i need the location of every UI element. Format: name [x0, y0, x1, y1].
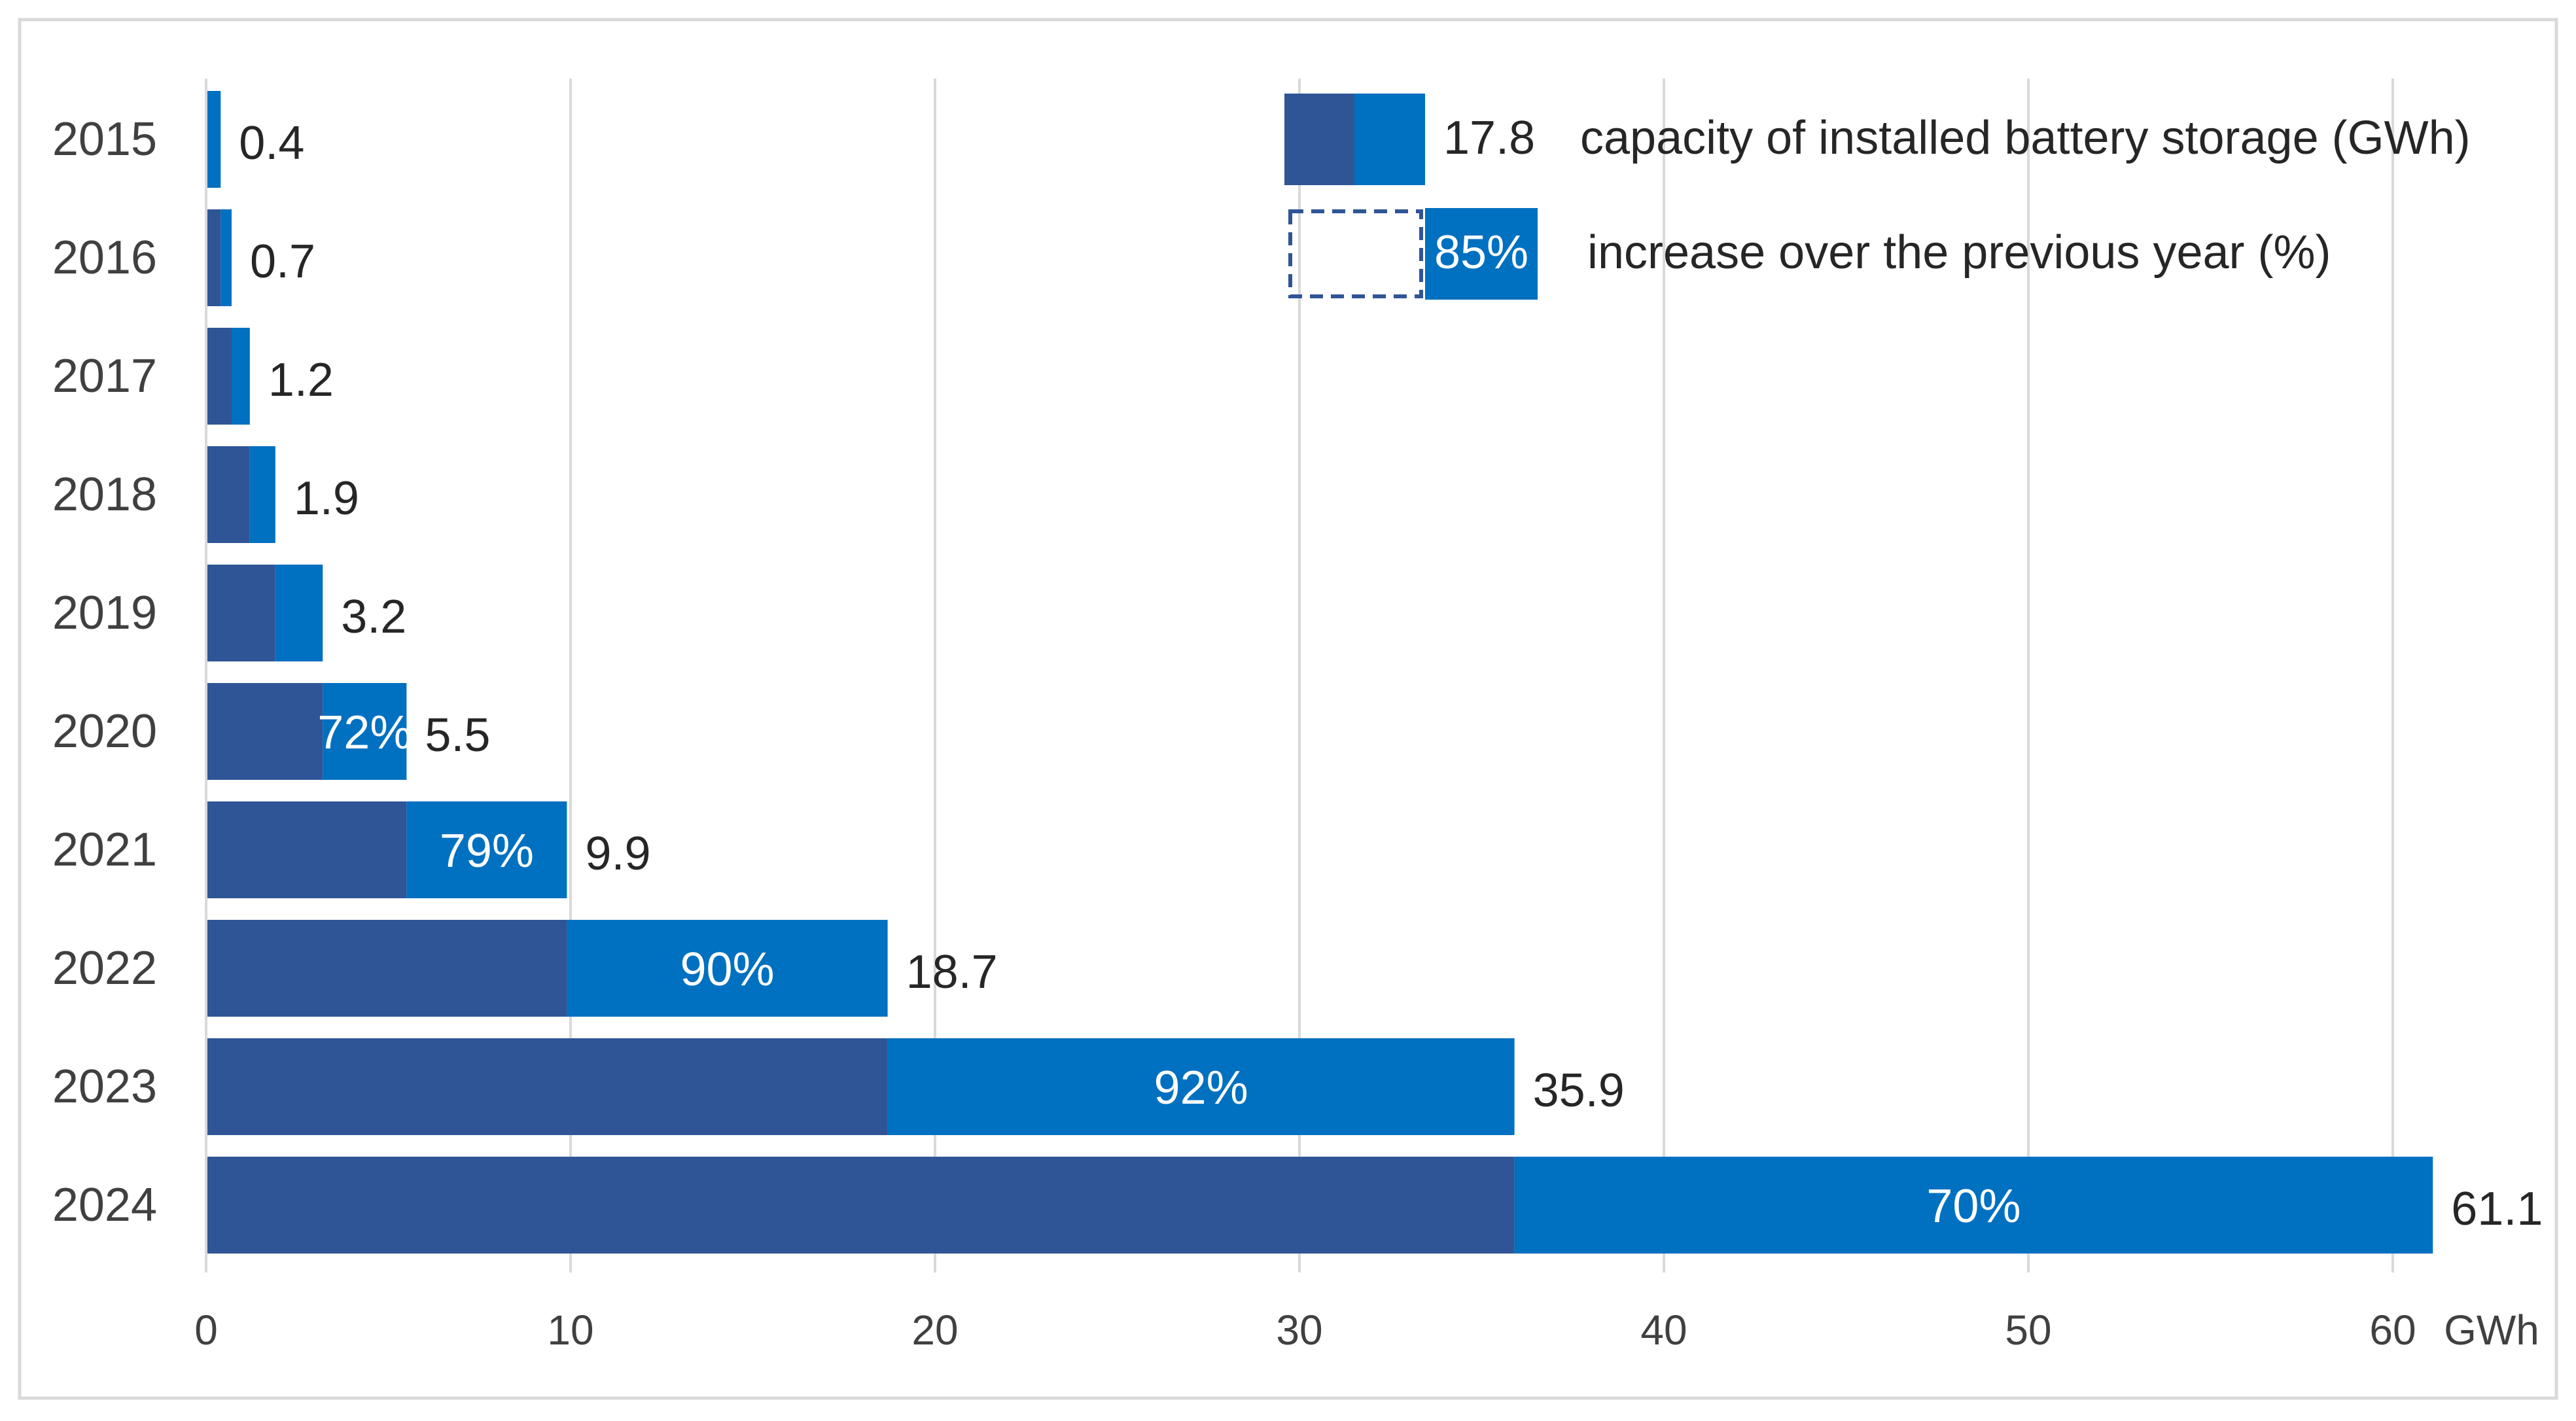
y-tick-label: 2021 — [52, 824, 157, 876]
bar-previous-2016 — [206, 209, 221, 306]
x-axis: GWh 0 10 20 30 40 50 60 — [194, 79, 2539, 1354]
legend-capacity-swatch-previous — [1284, 94, 1354, 185]
bar-increase-2022 — [567, 920, 888, 1017]
bar-previous-2020 — [206, 683, 323, 780]
total-value-label: 0.7 — [250, 236, 315, 288]
y-tick-label: 2016 — [52, 232, 157, 284]
legend-increase-label: increase over the previous year (%) — [1587, 226, 2331, 279]
x-tick-label: 40 — [1640, 1307, 1687, 1354]
y-tick-label: 2020 — [52, 705, 157, 758]
bar-increase-2018 — [249, 446, 275, 543]
total-value-label: 18.7 — [906, 946, 998, 998]
legend: 17.8 capacity of installed battery stora… — [1284, 94, 2471, 300]
labels: 2015 0.4 2016 0.7 2017 1.2 2018 1.9 2019 3.2 2020 5… — [52, 113, 2543, 1235]
legend-increase-swatch — [1425, 208, 1538, 300]
legend-increase-sample: 85% — [1434, 226, 1528, 279]
total-value-label: 61.1 — [2451, 1183, 2543, 1235]
bar-increase-2015 — [206, 91, 221, 188]
y-tick-label: 2024 — [52, 1179, 157, 1231]
bar-increase-2024 — [1514, 1157, 2433, 1254]
increase-percent-label: 92% — [1154, 1062, 1248, 1114]
x-tick-label: 20 — [911, 1307, 958, 1354]
total-value-label: 5.5 — [425, 709, 490, 762]
y-tick-label: 2019 — [52, 587, 157, 639]
x-axis-unit: GWh — [2444, 1307, 2539, 1354]
total-value-label: 35.9 — [1533, 1064, 1625, 1117]
bar-increase-2016 — [221, 209, 232, 306]
bar-previous-2019 — [206, 565, 275, 661]
legend-capacity-swatch-increase — [1354, 94, 1425, 185]
total-value-label: 3.2 — [341, 591, 406, 643]
bar-increase-2021 — [406, 801, 567, 898]
x-tick-label: 30 — [1276, 1307, 1322, 1354]
legend-capacity-sample: 17.8 — [1443, 112, 1535, 164]
y-tick-label: 2023 — [52, 1061, 157, 1113]
y-tick-label: 2022 — [52, 942, 157, 994]
total-value-label: 9.9 — [585, 828, 650, 880]
increase-percent-label: 90% — [680, 943, 774, 996]
bar-increase-2023 — [887, 1038, 1515, 1135]
x-tick-label: 0 — [194, 1307, 218, 1354]
bar-previous-2021 — [206, 801, 407, 898]
total-value-label: 0.4 — [239, 117, 304, 169]
legend-previous-year-outline — [1288, 209, 1423, 298]
bars — [206, 91, 2433, 1254]
bar-previous-2017 — [206, 328, 232, 425]
legend-capacity-label: capacity of installed battery storage (G… — [1580, 112, 2471, 164]
bar-previous-2024 — [206, 1157, 1515, 1254]
bar-previous-2022 — [206, 920, 567, 1017]
total-value-label: 1.2 — [268, 354, 334, 406]
x-tick-label: 10 — [547, 1307, 593, 1354]
bar-previous-2018 — [206, 446, 250, 543]
y-tick-label: 2017 — [52, 350, 157, 402]
bar-previous-2023 — [206, 1038, 888, 1135]
x-tick-label: 60 — [2369, 1307, 2416, 1354]
bar-increase-2017 — [231, 328, 250, 425]
increase-percent-label: 70% — [1926, 1180, 2020, 1233]
bar-increase-2019 — [275, 565, 323, 661]
y-tick-label: 2015 — [52, 113, 157, 166]
increase-percent-label: 72% — [317, 707, 412, 759]
y-tick-label: 2018 — [52, 468, 157, 521]
x-tick-label: 50 — [2005, 1307, 2051, 1354]
total-value-label: 1.9 — [294, 472, 359, 525]
bar-increase-2020 — [323, 683, 407, 780]
increase-percent-label: 79% — [440, 825, 534, 877]
